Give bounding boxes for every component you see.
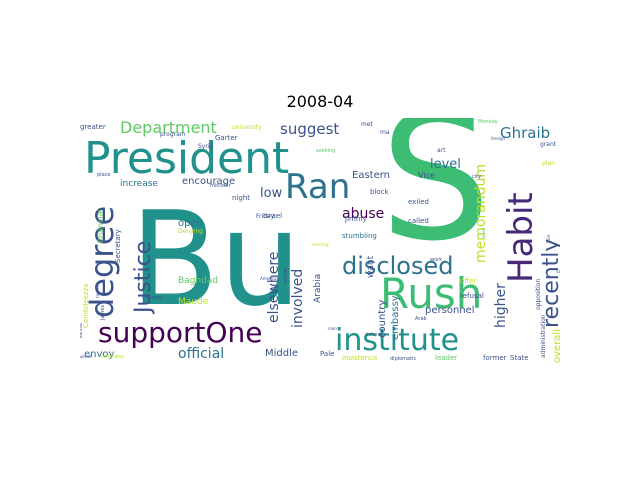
cloud-word: President [84, 133, 289, 184]
cloud-word: supportOne [98, 316, 263, 349]
cloud-word: foreign [491, 136, 506, 141]
cloud-word: elsewhere [266, 252, 282, 323]
cloud-word: met [361, 121, 374, 128]
cloud-word: American [260, 276, 280, 281]
cloud-word: Bahrain [80, 322, 83, 338]
cloud-word: Arabia [313, 274, 323, 303]
cloud-word: degree [83, 206, 121, 318]
cloud-word: institute [335, 323, 459, 358]
cloud-word: night [232, 194, 250, 202]
cloud-word: recently [539, 239, 560, 328]
cloud-word: Justice [131, 241, 156, 315]
cloud-word: envoy [84, 349, 115, 360]
cloud-word: insistence [342, 354, 377, 362]
cloud-word: exiled [408, 198, 429, 206]
cloud-word: State [510, 354, 529, 362]
cloud-word: university [232, 124, 262, 131]
word-cloud: Bu S President Rush institute supportOne Ran de… [80, 118, 560, 368]
cloud-word: work [430, 257, 442, 263]
cloud-word: meeting [312, 242, 329, 247]
cloud-word: called [408, 217, 429, 225]
cloud-word: toured [95, 284, 100, 298]
cloud-word: Secretary [114, 229, 122, 263]
cloud-word: grant [540, 141, 557, 148]
cloud-word: Rice [546, 234, 551, 243]
cloud-word: Eastern [352, 170, 390, 181]
cloud-word: Denying [178, 228, 203, 235]
cloud-word: Monday [478, 119, 498, 125]
cloud-word: administration [540, 314, 547, 358]
cloud-word: greater [80, 123, 106, 131]
cloud-word: Department [120, 118, 217, 137]
cloud-word: encourage [182, 176, 235, 187]
cloud-word: richest [365, 332, 382, 338]
cloud-word: Habit [501, 192, 541, 283]
cloud-word: diplomatic [390, 356, 416, 362]
chart-title: 2008-04 [286, 92, 354, 111]
cloud-word: level [430, 157, 461, 172]
cloud-word: program [160, 131, 186, 138]
cloud-word: good [481, 228, 486, 238]
cloud-word: embassy [390, 295, 401, 340]
cloud-word: world [283, 269, 289, 283]
cloud-word: stranger [142, 295, 164, 301]
cloud-word: official [178, 346, 224, 362]
cloud-word: minister [210, 183, 231, 189]
cloud-word: abuse [342, 206, 384, 222]
cloud-word: Maude [178, 297, 209, 307]
cloud-word: involved [290, 269, 306, 328]
cloud-word: Bu [130, 183, 302, 335]
cloud-word: ma [380, 129, 390, 136]
cloud-word: memorandum [473, 164, 489, 263]
cloud-word: Vice [418, 171, 435, 180]
cloud-word: personnel [425, 305, 475, 316]
cloud-word: kindness [102, 354, 124, 360]
cloud-word: Arab [415, 316, 427, 322]
cloud-word: poorest [80, 354, 92, 359]
cloud-word: disclosed [342, 252, 453, 280]
cloud-word: Jimmy [344, 215, 367, 223]
cloud-word: increase [120, 179, 158, 189]
cloud-word: S [380, 118, 491, 280]
cloud-word: Ran [285, 167, 350, 207]
cloud-word: Pale [320, 350, 334, 358]
cloud-word: Baghdad [178, 276, 218, 286]
cloud-word: open [178, 218, 203, 229]
cloud-word: plan [542, 160, 555, 167]
cloud-word: higher [493, 283, 509, 328]
cloud-word: Rush [380, 269, 482, 318]
cloud-word: financial [96, 209, 105, 243]
cloud-word: James [100, 305, 106, 321]
cloud-word: leader [435, 354, 457, 362]
cloud-word: Friday [256, 213, 275, 220]
cloud-word: overall [552, 329, 560, 363]
cloud-word: saw [556, 269, 560, 274]
cloud-word: seeking [316, 148, 335, 154]
cloud-word: Israel [263, 212, 282, 220]
cloud-word: refusal [460, 292, 484, 300]
cloud-word: Middle [265, 348, 298, 359]
cloud-word: art [437, 147, 446, 154]
cloud-word: stumbling [342, 232, 377, 240]
cloud-word: city [472, 174, 481, 180]
cloud-word: block [370, 188, 390, 196]
cloud-word: country [377, 300, 388, 338]
cloud-word: Condoleezza [82, 283, 90, 328]
cloud-word: Ghraib [500, 124, 550, 142]
cloud-word: Garter [215, 134, 238, 142]
cloud-word: opposition [535, 279, 542, 310]
cloud-word: suggest [280, 120, 339, 138]
cloud-word: place [97, 172, 110, 178]
cloud-word: Syria [198, 143, 213, 150]
cloud-word: men [328, 326, 337, 331]
cloud-word: low [260, 186, 283, 201]
cloud-word: former [483, 354, 507, 362]
cloud-word: want [366, 255, 376, 278]
cloud-word: offer [460, 277, 476, 285]
